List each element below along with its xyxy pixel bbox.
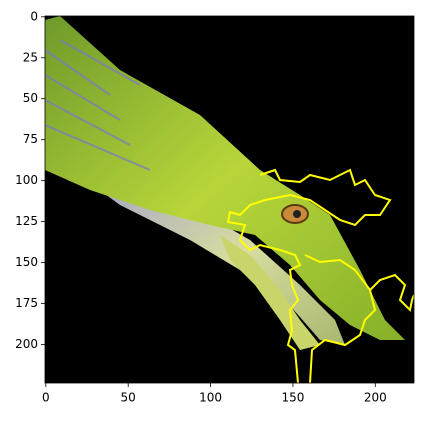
- y-tick-label: 175: [15, 296, 38, 310]
- x-tick-label: 150: [281, 391, 304, 405]
- pupil: [293, 210, 301, 218]
- y-tick-label: 25: [23, 50, 38, 64]
- scales: [45, 39, 151, 171]
- jaw: [220, 235, 320, 350]
- x-tick-label: 0: [42, 391, 50, 405]
- y-tick-label: 0: [30, 9, 38, 23]
- y-tick-label: 100: [15, 173, 38, 187]
- y-tick-label: 200: [15, 337, 38, 351]
- axes-frame: [44, 15, 415, 384]
- y-tick-label: 150: [15, 255, 38, 269]
- contour: [226, 168, 414, 383]
- y-tick-label: 75: [23, 132, 38, 146]
- image: [45, 16, 414, 383]
- y-tick-label: 50: [23, 91, 38, 105]
- x-tick-label: 100: [199, 391, 222, 405]
- x-tick-label: 50: [121, 391, 136, 405]
- y-tick-label: 125: [15, 214, 38, 228]
- x-tick-label: 200: [364, 391, 387, 405]
